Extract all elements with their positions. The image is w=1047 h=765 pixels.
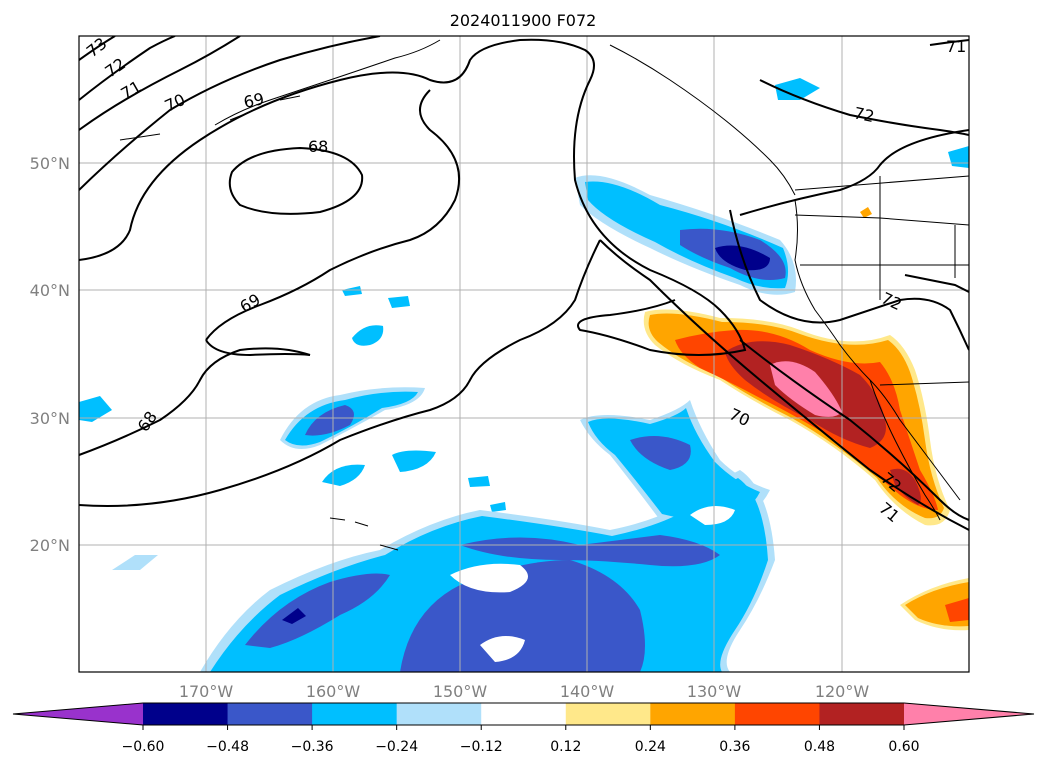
anomaly-patch-6 xyxy=(392,450,436,472)
coast-alaska xyxy=(214,39,441,126)
hawaii xyxy=(329,517,399,551)
colorbar-tick-label: −0.36 xyxy=(291,739,334,755)
contour-72e xyxy=(729,209,969,351)
colorbar-tick-label: 0.48 xyxy=(804,739,835,755)
colorbar-tick-label: −0.12 xyxy=(460,739,503,755)
contour-71d xyxy=(904,274,969,293)
anomaly-patch-2 xyxy=(342,286,362,296)
contour-label-68: 68 xyxy=(308,137,328,156)
anomaly-hole-3 xyxy=(480,636,525,662)
contour-label-72-north: 72 xyxy=(852,103,876,126)
positive-anomaly-fields xyxy=(643,207,969,631)
coast-bc xyxy=(609,44,796,196)
border-state-3 xyxy=(879,176,956,300)
longitude-labels: 170°W 160°W 150°W 140°W 130°W 120°W xyxy=(179,682,870,701)
colorbar-segment xyxy=(650,703,736,725)
coastlines xyxy=(119,39,969,551)
contour-70 xyxy=(79,36,381,191)
contour-69 xyxy=(79,38,747,356)
contour-72d xyxy=(739,129,969,216)
contour-label-71-north: 71 xyxy=(946,37,966,56)
contour-70c xyxy=(599,239,969,531)
map-title: 2024011900 F072 xyxy=(450,11,597,30)
anomaly-south-inner-3 xyxy=(460,535,720,567)
coast-baja xyxy=(869,379,941,521)
warm-spot xyxy=(860,207,872,218)
colorbar-tick-label: −0.48 xyxy=(206,739,249,755)
contour-69b xyxy=(205,89,461,341)
colorbar-extend-max xyxy=(904,703,1034,725)
colorbar-segment xyxy=(396,703,482,725)
colorbar-segment xyxy=(143,703,229,725)
anomaly-patch-3 xyxy=(388,296,410,308)
contour-label-69: 69 xyxy=(242,89,266,112)
anomaly-south-inner-4 xyxy=(630,436,691,470)
colorbar-tick-label: 0.36 xyxy=(719,739,750,755)
lat-label-30n: 30°N xyxy=(30,409,70,428)
colorbar-tick-label: −0.24 xyxy=(375,739,418,755)
lon-label-130w: 130°W xyxy=(687,682,742,701)
anomaly-patch-1 xyxy=(352,325,384,346)
contour-69-left xyxy=(205,339,311,357)
latitude-labels: 50°N 40°N 30°N 20°N xyxy=(30,154,70,555)
colorbar-segment xyxy=(312,703,398,725)
contour-70b xyxy=(79,239,601,507)
lat-label-40n: 40°N xyxy=(30,281,70,300)
colorbar-segment xyxy=(565,703,651,725)
anomaly-hole-2 xyxy=(690,506,735,525)
anomaly-south-inner-2 xyxy=(400,560,645,672)
border-mexico xyxy=(879,381,969,386)
contour-71c xyxy=(739,339,969,521)
lon-label-170w: 170°W xyxy=(179,682,234,701)
lat-label-20n: 20°N xyxy=(30,536,70,555)
warm-region-se-red xyxy=(945,598,969,622)
colorbar-extend-min xyxy=(13,703,143,725)
contour-73 xyxy=(79,36,116,61)
contours xyxy=(79,36,969,531)
colorbar-tick-label: −0.60 xyxy=(122,739,165,755)
gridlines xyxy=(79,36,969,672)
colorbar-segment xyxy=(734,703,820,725)
anomaly-hole-1 xyxy=(450,563,528,593)
colorbar: −0.60 −0.48 −0.36 −0.24 −0.12 0.12 0.24 0.36 0.4… xyxy=(12,702,1035,755)
warm-region-south-red xyxy=(890,468,921,505)
lon-label-120w: 120°W xyxy=(815,682,870,701)
contour-68b xyxy=(79,347,311,456)
contour-68-oval xyxy=(228,146,364,215)
map-frame xyxy=(78,35,970,673)
contour-71-nw xyxy=(929,39,969,46)
anomaly-patch-10 xyxy=(79,396,112,422)
colorbar-segment xyxy=(481,703,567,725)
coast-west-us xyxy=(794,199,961,501)
contour-71 xyxy=(79,36,241,131)
lon-label-150w: 150°W xyxy=(433,682,488,701)
anomaly-south-inner-1 xyxy=(245,573,390,648)
lat-label-50n: 50°N xyxy=(30,154,70,173)
colorbar-tick-label: 0.12 xyxy=(550,739,581,755)
anomaly-patch-11 xyxy=(775,78,820,100)
anomaly-patch-7 xyxy=(468,476,490,487)
anomaly-south-max xyxy=(282,608,306,624)
anomaly-patch-8 xyxy=(490,502,506,512)
colorbar-segment xyxy=(819,703,905,725)
anomaly-patch-9 xyxy=(112,555,158,570)
colorbar-tick-label: 0.24 xyxy=(635,739,666,755)
colorbar-tick-label: 0.60 xyxy=(888,739,919,755)
contour-72 xyxy=(79,36,176,101)
anomaly-patch-4-inner xyxy=(305,405,354,436)
border-canada-us xyxy=(794,175,969,191)
map-panel: 73 72 71 70 69 68 69 68 72 72 70 72 71 7… xyxy=(78,35,970,673)
lon-label-140w: 140°W xyxy=(560,682,615,701)
colorbar-segment xyxy=(227,703,313,725)
negative-anomaly-fields xyxy=(79,78,969,672)
lon-label-160w: 160°W xyxy=(306,682,361,701)
